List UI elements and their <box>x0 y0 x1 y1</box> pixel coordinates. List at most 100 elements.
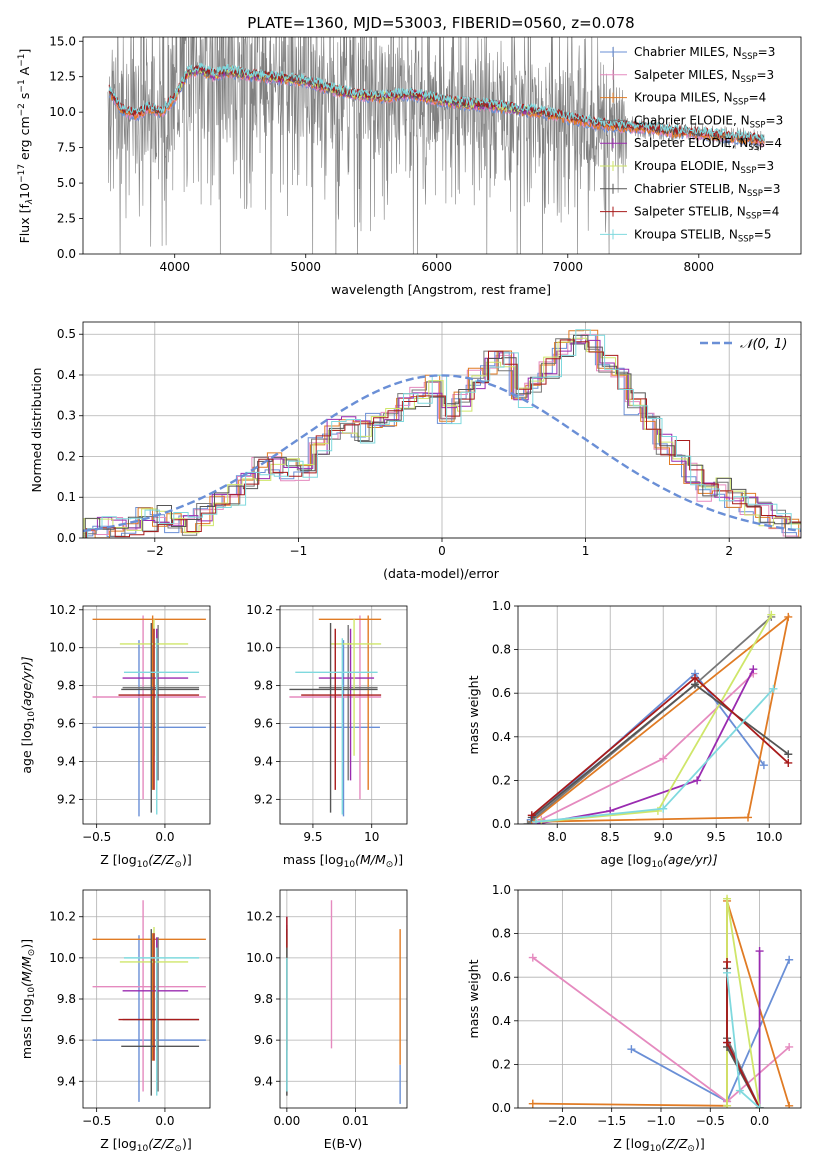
y-tick-label: 9.4 <box>254 754 273 768</box>
weight-point-salp_miles <box>528 953 537 962</box>
x-tick-label: 0.0 <box>155 830 174 844</box>
y-tick-label: 0.5 <box>57 327 76 341</box>
x-tick-label: 9.5 <box>303 830 322 844</box>
legend-label-salp_elodie: Salpeter ELODIE, NSSP=4 <box>634 136 782 153</box>
weight-point-chab_miles <box>785 955 794 964</box>
legend-label-chab_miles: Chabrier MILES, NSSP=3 <box>634 45 775 62</box>
y-tick-label: 9.4 <box>254 1074 273 1088</box>
axes-frame <box>82 889 211 1109</box>
weight-point-krou_miles <box>744 813 753 822</box>
weight-point-chab_miles <box>627 1045 636 1054</box>
y-tick-label: 5.0 <box>57 176 76 190</box>
x-tick-label: −1.5 <box>597 1114 626 1128</box>
y-tick-label: 0.6 <box>492 970 511 984</box>
x-axis-label: Z [log10(Z/Z⊙)] <box>100 1136 191 1154</box>
figure-title: PLATE=1360, MJD=53003, FIBERID=0560, z=0… <box>247 14 634 32</box>
legend-label-salp_miles: Salpeter MILES, NSSP=3 <box>634 68 774 85</box>
weight-point-krou_elodie <box>653 806 662 815</box>
y-axis-label: Flux [fλ10−17 erg cm−2 s−1 A−1] <box>17 49 35 244</box>
weight-point-krou_stelib <box>723 968 732 977</box>
x-axis-label: age [log10(age/yr)] <box>600 852 717 870</box>
axes-frame <box>517 605 802 825</box>
y-tick-label: 10.2 <box>49 910 76 924</box>
spectrum-panel: 4000 5000 6000 7000 8000 0.0 2.5 5.0 7.5 10.0 12.5… <box>17 34 802 297</box>
y-tick-label: 9.6 <box>254 717 273 731</box>
y-tick-label: 0.1 <box>57 490 76 504</box>
residual-histogram-panel: −2 −1 0 1 2 0.0 0.1 0.2 0.3 0.4 0.5 𝒩(0, 1) (data-mo… <box>29 321 802 581</box>
y-tick-label: 15.0 <box>49 34 76 48</box>
x-tick-label: 0.00 <box>274 1114 301 1128</box>
x-tick-label: 0.0 <box>155 1114 174 1128</box>
weight-point-chab_elodie <box>523 820 532 824</box>
y-tick-label: 0.6 <box>492 686 511 700</box>
y-tick-label: 0.4 <box>57 368 76 382</box>
mass-weight-vs-age-panel: 8.0 8.5 9.0 9.5 10.0 0.0 0.2 0.4 0.6 0.8 1.0 age [l… <box>466 599 802 870</box>
weight-point-salp_stelib <box>784 758 793 767</box>
y-tick-label: 0.4 <box>492 1014 511 1028</box>
x-tick-label: 9.0 <box>654 830 673 844</box>
weight-point-salp_elodie <box>749 665 758 674</box>
x-axis-label: mass [log10(M/M⊙)] <box>283 852 403 870</box>
y-tick-label: 0.0 <box>57 531 76 545</box>
weight-point-krou_miles <box>784 612 793 621</box>
y-tick-label: 9.2 <box>57 792 76 806</box>
y-tick-label: 9.8 <box>254 992 273 1006</box>
y-tick-label: 10.2 <box>246 603 273 617</box>
x-axis-label: Z [log10(Z/Z⊙)] <box>100 852 191 870</box>
y-axis-label: mass [log10(M/M⊙)] <box>19 939 37 1059</box>
x-tick-label: 8.0 <box>548 830 567 844</box>
y-axis-label: Normed distribution <box>29 368 44 493</box>
x-tick-label: −1.0 <box>646 1114 675 1128</box>
weight-point-salp_miles <box>659 754 668 763</box>
axes-frame <box>82 321 802 539</box>
weight-point-krou_elodie <box>723 894 732 903</box>
weight-line-krou_miles <box>531 614 790 823</box>
weight-point-krou_stelib <box>769 684 778 693</box>
axes-frame <box>517 889 802 1109</box>
histogram-step-salp_stelib <box>85 339 801 538</box>
y-tick-label: 0.3 <box>57 409 76 423</box>
mass-vs-metallicity-panel: −0.5 0.0 9.4 9.6 9.8 10.0 10.2 Z [log10(Z/Z⊙)] m… <box>19 889 211 1154</box>
y-tick-label: 10.2 <box>49 603 76 617</box>
legend-label-chab_stelib: Chabrier STELIB, NSSP=3 <box>634 182 781 199</box>
legend-label-krou_elodie: Kroupa ELODIE, NSSP=3 <box>634 159 774 176</box>
y-tick-label: 9.6 <box>57 1033 76 1047</box>
y-axis-label: age [log10(age/yr)] <box>19 656 37 773</box>
weight-point-salp_stelib <box>723 957 732 966</box>
observed-spectrum-line <box>107 37 765 254</box>
x-tick-label: 2 <box>725 544 733 558</box>
x-tick-label: −1 <box>290 544 308 558</box>
weight-line-salp_elodie <box>726 951 761 1108</box>
histogram-step-krou_miles <box>83 329 800 538</box>
histogram-step-salp_miles <box>83 334 799 538</box>
x-tick-label: −0.5 <box>82 830 111 844</box>
legend-label-krou_stelib: Kroupa STELIB, NSSP=5 <box>634 227 772 244</box>
age-vs-mass-panel: 9.5 10 9.2 9.4 9.6 9.8 10.0 10.2 mass [log10(M/M… <box>246 603 408 870</box>
x-tick-label: 4000 <box>159 260 190 274</box>
y-tick-label: 10.0 <box>49 641 76 655</box>
x-tick-label: −0.5 <box>82 1114 111 1128</box>
weight-point-salp_miles <box>785 1042 794 1051</box>
y-tick-label: 2.5 <box>57 212 76 226</box>
weight-line-krou_elodie <box>541 614 773 823</box>
y-tick-label: 1.0 <box>492 883 511 897</box>
weight-point-krou_elodie <box>723 1101 732 1108</box>
y-tick-label: 1.0 <box>492 599 511 613</box>
weight-point-salp_elodie <box>755 947 764 956</box>
x-tick-label: 0 <box>438 544 446 558</box>
plot-area <box>286 900 401 1104</box>
y-tick-label: 0.2 <box>57 449 76 463</box>
x-axis-label: (data-model)/error <box>383 566 500 581</box>
weight-point-salp_stelib <box>723 1038 732 1047</box>
mass-vs-ebv-panel: 0.00 0.01 9.4 9.6 9.8 10.0 10.2 E(B-V) <box>246 889 408 1151</box>
histogram-step-krou_stelib <box>87 329 801 538</box>
histogram-step-chab_stelib <box>84 334 801 538</box>
y-tick-label: 9.8 <box>254 679 273 693</box>
weight-line-chab_elodie <box>526 616 772 824</box>
x-tick-label: 9.5 <box>707 830 726 844</box>
y-tick-label: 9.8 <box>57 679 76 693</box>
model-spectrum-krou_stelib <box>108 62 765 142</box>
y-tick-label: 10.0 <box>246 951 273 965</box>
legend-label-krou_miles: Kroupa MILES, NSSP=4 <box>634 91 766 108</box>
